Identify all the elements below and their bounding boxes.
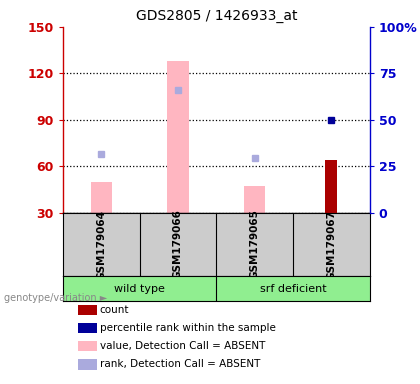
Text: GSM179066: GSM179066 [173,210,183,280]
FancyBboxPatch shape [78,341,97,351]
Text: wild type: wild type [114,284,165,294]
Text: rank, Detection Call = ABSENT: rank, Detection Call = ABSENT [100,359,260,369]
Text: srf deficient: srf deficient [260,284,326,294]
Bar [244,186,265,213]
Bar [167,61,189,213]
Title: GDS2805 / 1426933_at: GDS2805 / 1426933_at [136,9,297,23]
Bar [326,160,337,213]
Text: GSM179067: GSM179067 [326,210,336,280]
FancyBboxPatch shape [78,305,97,315]
Text: count: count [100,305,129,315]
FancyBboxPatch shape [78,359,97,369]
FancyBboxPatch shape [78,323,97,333]
Text: genotype/variation ►: genotype/variation ► [4,293,108,303]
Text: value, Detection Call = ABSENT: value, Detection Call = ABSENT [100,341,265,351]
Text: GSM179064: GSM179064 [96,210,106,280]
Text: percentile rank within the sample: percentile rank within the sample [100,323,276,333]
Bar [91,182,112,213]
Text: GSM179065: GSM179065 [249,210,260,280]
